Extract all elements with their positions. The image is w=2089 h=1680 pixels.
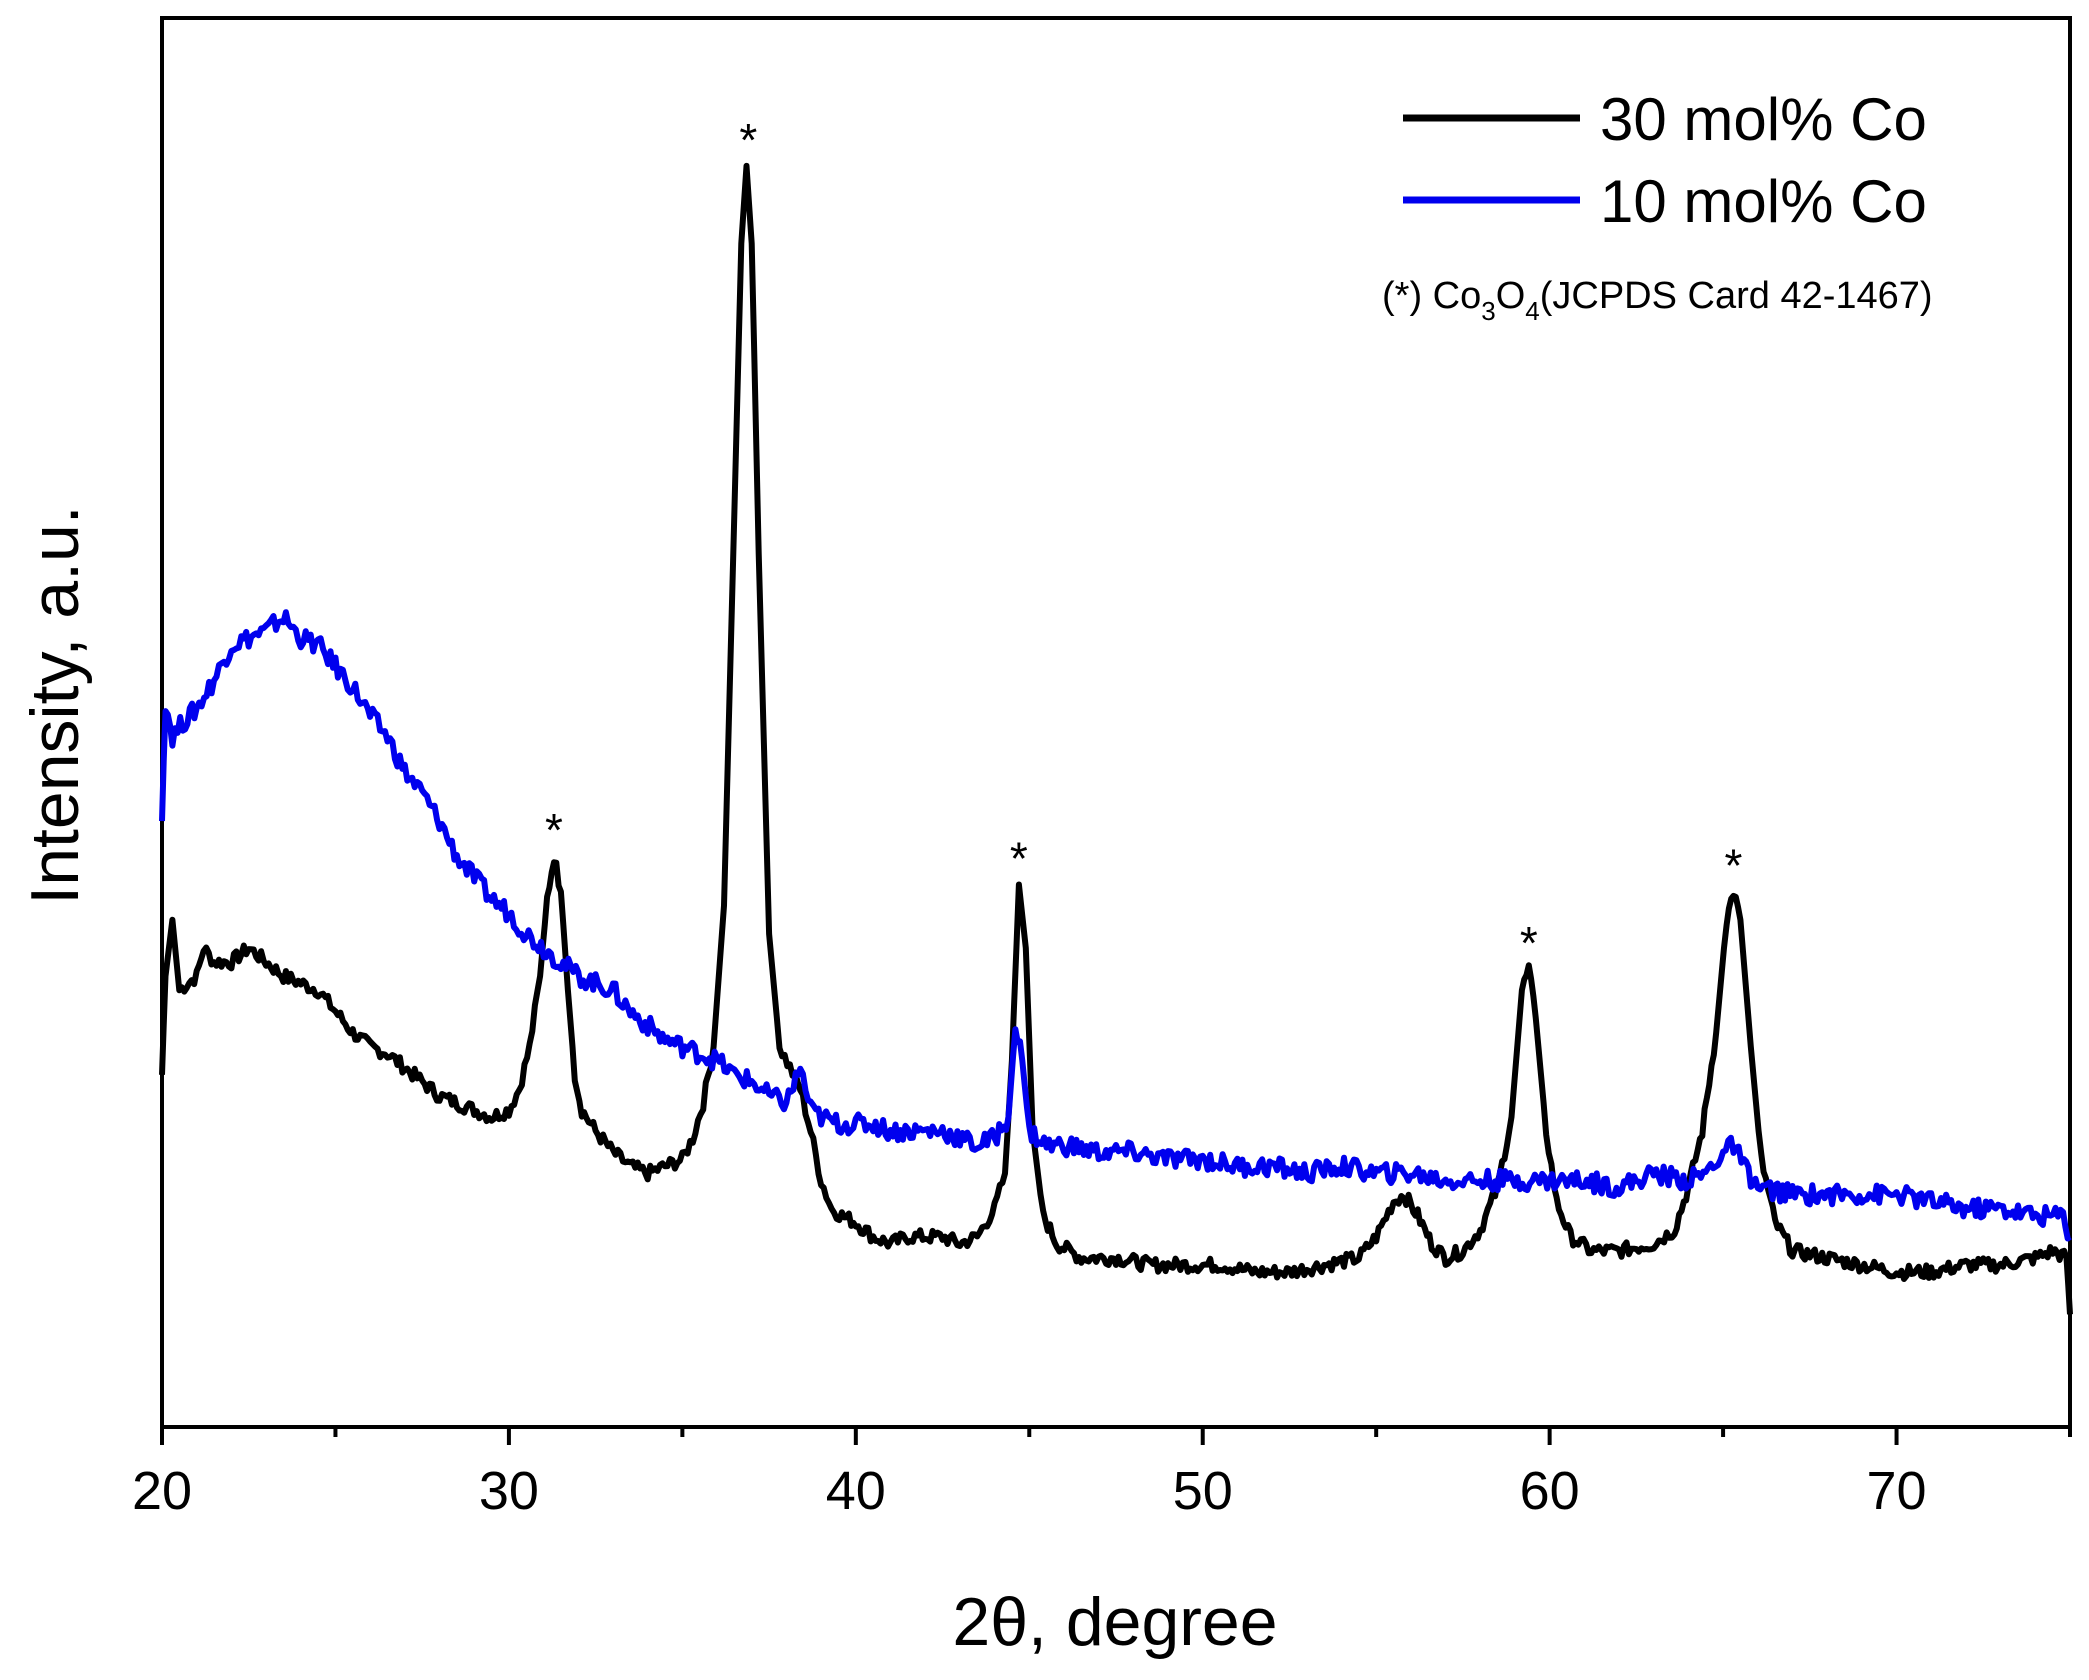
legend-label-10mol: 10 mol% Co bbox=[1600, 168, 1927, 235]
phase-note: (*) Co3O4(JCPDS Card 42-1467) bbox=[1382, 275, 1933, 326]
legend-label-30mol: 30 mol% Co bbox=[1600, 86, 1927, 153]
x-tick-label: 50 bbox=[1173, 1461, 1233, 1521]
x-tick-label: 30 bbox=[479, 1461, 539, 1521]
x-tick-label: 40 bbox=[826, 1461, 886, 1521]
legend: 30 mol% Co 10 mol% Co bbox=[1403, 86, 1927, 235]
plot-frame bbox=[160, 16, 2072, 1429]
x-tick-label: 20 bbox=[132, 1461, 192, 1521]
ticks-layer: 20 30 40 50 60 70 bbox=[132, 1427, 2072, 1521]
peak-marker: * bbox=[1520, 917, 1538, 969]
x-tick-label: 60 bbox=[1520, 1461, 1580, 1521]
peak-marker: * bbox=[1725, 839, 1743, 891]
y-axis-label: Intensity, a.u. bbox=[17, 505, 93, 904]
series-line-30mol bbox=[159, 162, 2073, 1315]
x-tick-label: 70 bbox=[1867, 1461, 1927, 1521]
annotation-layer: * * * * * bbox=[545, 114, 1742, 969]
series-layer bbox=[159, 162, 2073, 1315]
peak-marker: * bbox=[1010, 832, 1028, 884]
peak-marker: * bbox=[545, 804, 563, 856]
peak-marker: * bbox=[739, 114, 757, 166]
series-line-10mol bbox=[159, 609, 2072, 1242]
x-axis-label: 2θ, degree bbox=[952, 1584, 1277, 1660]
